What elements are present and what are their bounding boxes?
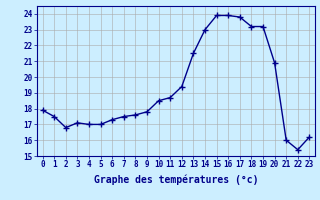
X-axis label: Graphe des températures (°c): Graphe des températures (°c) (94, 175, 258, 185)
